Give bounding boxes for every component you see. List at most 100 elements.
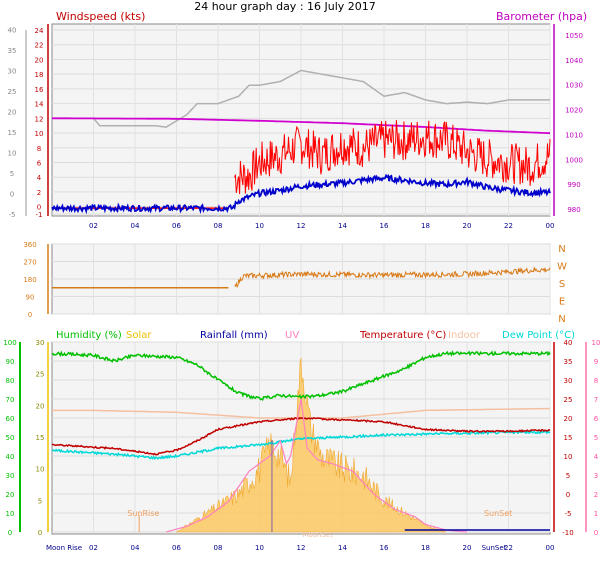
temperature-tick-label: 35 bbox=[564, 358, 573, 366]
humidity-tick-label: 0 bbox=[8, 529, 12, 537]
wind-x-tick-label: 08 bbox=[214, 222, 223, 230]
wind-x-tick-label: 16 bbox=[380, 222, 389, 230]
wind-inner-tick-label: 2 bbox=[37, 189, 41, 197]
temp-x-tick-label: 10 bbox=[255, 544, 264, 552]
direction-tick-label: 90 bbox=[26, 294, 35, 302]
temperature-tick-label: 25 bbox=[564, 396, 573, 404]
wind-x-tick-label: 04 bbox=[131, 222, 140, 230]
wind-inner-tick-label: -1 bbox=[36, 211, 43, 219]
sunrise-label: SunRise bbox=[127, 509, 159, 518]
wind-x-tick-label: 14 bbox=[338, 222, 347, 230]
direction-tick-label: 180 bbox=[23, 276, 36, 284]
barometer-tick-label: 990 bbox=[567, 181, 580, 189]
wind-inner-tick-label: 8 bbox=[37, 145, 41, 153]
humidity-tick-label: 20 bbox=[6, 491, 15, 499]
temperature-tick-label: 10 bbox=[564, 453, 573, 461]
solar-tick-label: 20 bbox=[36, 402, 45, 410]
humidity-tick-label: 80 bbox=[6, 377, 15, 385]
humidity-tick-label: 90 bbox=[6, 358, 15, 366]
wind-inner-tick-label: 22 bbox=[35, 42, 44, 50]
compass-label: N bbox=[558, 314, 565, 325]
temperature-tick-label: 20 bbox=[564, 415, 573, 423]
direction-gridlines bbox=[52, 243, 551, 315]
uv-tick-label: 4 bbox=[594, 453, 599, 461]
barometer-axis: 980 990 1000 1010 1020 1030 1040 1050 bbox=[553, 24, 583, 216]
humidity-tick-label: 60 bbox=[6, 415, 15, 423]
uv-tick-label: 2 bbox=[594, 491, 598, 499]
wind-inner-tick-label: 14 bbox=[35, 101, 44, 109]
temp-x-tick-label: 12 bbox=[297, 544, 306, 552]
temp-x-tick-label: 16 bbox=[380, 544, 389, 552]
solar-tick-label: 25 bbox=[36, 371, 45, 379]
wind-outer-tick-label: 0 bbox=[10, 191, 14, 199]
average-wind-line bbox=[51, 173, 551, 215]
uv-tick-label: 3 bbox=[594, 472, 598, 480]
uv-line bbox=[165, 398, 468, 533]
compass-label: N bbox=[558, 244, 565, 255]
compass-label: W bbox=[557, 262, 567, 273]
temperature-tick-label: 30 bbox=[564, 377, 573, 385]
temperature-line bbox=[51, 416, 551, 456]
barometer-tick-label: 1040 bbox=[565, 57, 583, 65]
uv-tick-label: 5 bbox=[594, 434, 598, 442]
barometer-axis-label: Barometer (hpa) bbox=[496, 10, 587, 23]
humidity-line bbox=[51, 350, 551, 401]
wind-inner-tick-label: 6 bbox=[37, 159, 42, 167]
wind-x-tick-label: 06 bbox=[172, 222, 181, 230]
grey-trace-line bbox=[52, 69, 550, 128]
solar-tick-label: 10 bbox=[36, 466, 45, 474]
humidity-tick-label: 10 bbox=[6, 510, 15, 518]
direction-line bbox=[234, 266, 551, 289]
humidity-tick-label: 70 bbox=[6, 396, 15, 404]
wind-outer-tick-label: -5 bbox=[9, 211, 16, 219]
uv-axis: 0 1 2 3 4 5 6 7 8 9 10 bbox=[585, 339, 600, 537]
solar-tick-label: 5 bbox=[38, 497, 42, 505]
wind-x-tick-label: 00 bbox=[546, 222, 555, 230]
wind-outer-tick-label: 35 bbox=[8, 47, 17, 55]
uv-tick-label: 0 bbox=[594, 529, 598, 537]
wind-outer-tick-label: 40 bbox=[8, 27, 17, 35]
wind-inner-tick-label: 20 bbox=[35, 56, 44, 64]
temperature-tick-label: 5 bbox=[566, 472, 570, 480]
solar-tick-label: 30 bbox=[36, 339, 45, 347]
legend-entry: Indoor bbox=[448, 330, 481, 341]
sun-moon-annotations: Moon Rise SunRise SunSet SunSet MoonSet bbox=[46, 509, 512, 552]
wind-outer-tick-label: 5 bbox=[10, 170, 14, 178]
temperature-tick-label: 0 bbox=[566, 491, 570, 499]
dewpoint-line bbox=[51, 429, 551, 461]
wind-x-tick-label: 12 bbox=[297, 222, 306, 230]
legend-entry: Temperature (°C) bbox=[359, 330, 446, 341]
wind-x-tick-label: 20 bbox=[463, 222, 472, 230]
wind-x-tick-label: 10 bbox=[255, 222, 264, 230]
sunset-axis-label: SunSet bbox=[482, 544, 507, 552]
wind-outer-tick-label: 30 bbox=[8, 68, 17, 76]
legend-entry: Humidity (%) bbox=[56, 330, 122, 341]
moonrise-label: Moon Rise bbox=[46, 544, 82, 552]
temp-x-tick-label: 06 bbox=[172, 544, 181, 552]
barometer-tick-label: 1020 bbox=[565, 107, 583, 115]
direction-tick-label: 0 bbox=[28, 311, 32, 319]
humidity-tick-label: 30 bbox=[6, 472, 15, 480]
uv-tick-label: 9 bbox=[594, 358, 598, 366]
direction-series bbox=[52, 266, 551, 289]
barometer-tick-label: 1010 bbox=[565, 131, 583, 139]
legend-entry: Dew Point (°C) bbox=[502, 330, 575, 341]
temperature-tick-label: 15 bbox=[564, 434, 573, 442]
wind-inner-tick-label: 4 bbox=[37, 174, 42, 182]
barometer-tick-label: 1050 bbox=[565, 32, 583, 40]
humidity-tick-label: 50 bbox=[6, 434, 15, 442]
temperature-axis: -10 -5 0 5 10 15 20 25 30 35 40 bbox=[553, 339, 574, 537]
compass-label: S bbox=[559, 279, 565, 290]
temp-x-tick-label: 18 bbox=[421, 544, 430, 552]
wind-inner-tick-label: 24 bbox=[35, 27, 44, 35]
uv-tick-label: 1 bbox=[594, 510, 598, 518]
temperature-tick-label: -5 bbox=[565, 510, 572, 518]
direction-tick-label: 360 bbox=[23, 241, 36, 249]
wind-x-axis: 02 04 06 08 10 12 14 16 18 20 22 00 bbox=[89, 222, 554, 230]
barometer-tick-label: 1000 bbox=[565, 156, 583, 164]
solar-tick-label: 15 bbox=[36, 434, 45, 442]
wind-x-tick-label: 22 bbox=[504, 222, 513, 230]
barometer-line bbox=[52, 117, 551, 135]
humidity-tick-label: 100 bbox=[3, 339, 16, 347]
compass-label: E bbox=[559, 297, 565, 308]
